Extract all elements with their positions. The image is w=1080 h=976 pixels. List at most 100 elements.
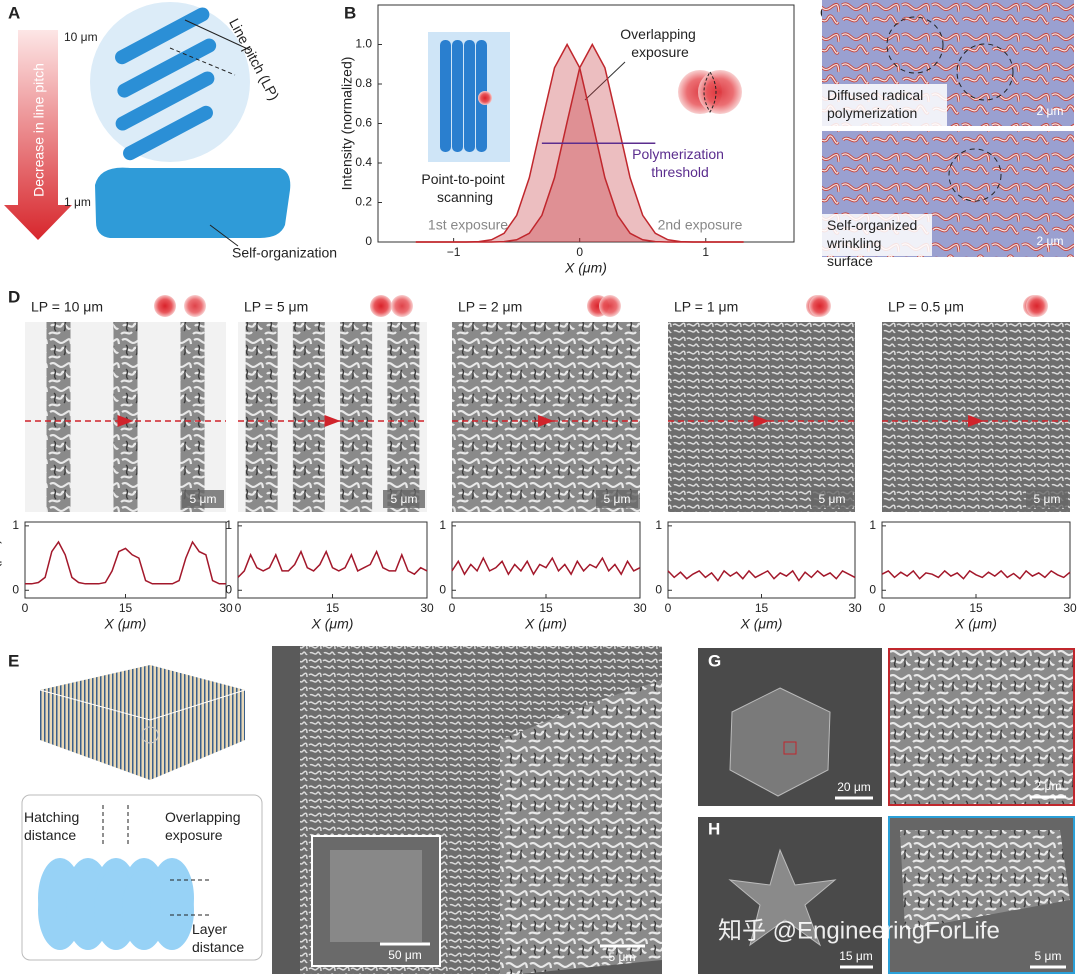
- image: [882, 322, 1070, 512]
- watermark: 知乎 @EngineeringForLife: [718, 917, 1000, 944]
- scale-bg: [182, 490, 224, 508]
- x-axis-label: X (μm): [311, 616, 354, 632]
- scale-label: 15 μm: [839, 949, 873, 963]
- label-bg: [822, 84, 947, 126]
- plot-frame: [237, 521, 428, 599]
- plot-frame: [451, 521, 641, 599]
- x-tick-label: 15: [326, 601, 340, 615]
- caption: Self-organization: [232, 245, 337, 261]
- y-axis-label: Z (μm): [0, 539, 2, 581]
- overlap-outline: [703, 71, 717, 113]
- scale-label: 5 μm: [1034, 492, 1061, 506]
- spot: [599, 295, 621, 317]
- x-tick-label: 15: [539, 601, 553, 615]
- circle: [956, 43, 1014, 101]
- y-tick-label: 0: [225, 582, 232, 596]
- scale-label: 5 μm: [1035, 949, 1062, 963]
- x-axis-label: X (μm): [564, 260, 607, 276]
- hexagon: [729, 687, 831, 797]
- panel-label: H: [708, 819, 720, 838]
- scale-label: 5 μm: [604, 492, 631, 506]
- lp-label: LP = 0.5 μm: [888, 299, 964, 315]
- scale-label: 2 μm: [1037, 104, 1064, 118]
- wrinkle-line: [46, 322, 71, 512]
- line: [25, 540, 226, 585]
- x-axis-label: X (μm): [524, 616, 567, 632]
- wrinkle-line: [292, 322, 325, 512]
- line: [451, 556, 641, 576]
- scale-label: 10 μm: [64, 30, 98, 44]
- y-tick-label: 1: [225, 518, 232, 532]
- hatching-label: Hatching distance: [24, 809, 83, 843]
- y-tick-label: 0.4: [355, 155, 372, 169]
- scale-label: 5 μm: [819, 492, 846, 506]
- inset-square: [330, 850, 422, 942]
- spot: [391, 295, 413, 317]
- arrow: [4, 30, 72, 240]
- scale-bg: [1026, 490, 1068, 508]
- plot-frame: [881, 521, 1071, 599]
- lp-label: LP = 2 μm: [458, 299, 522, 315]
- y-tick-label: 0: [869, 582, 876, 596]
- spot: [370, 295, 392, 317]
- spot: [154, 295, 176, 317]
- x-tick-label: 0: [576, 245, 583, 259]
- scale-bg: [383, 490, 425, 508]
- leader: [584, 61, 626, 101]
- panel-label: E: [8, 651, 19, 670]
- second-label: 2nd exposure: [658, 217, 743, 233]
- y-tick-label: 0.2: [355, 195, 372, 209]
- y-tick-label: 0: [365, 234, 372, 248]
- star: [728, 848, 837, 947]
- scale-label: 20 μm: [837, 780, 871, 794]
- zoom-marker: [783, 741, 797, 755]
- y-tick-label: 0: [655, 582, 662, 596]
- line: [237, 549, 428, 578]
- image-face: [500, 680, 662, 974]
- x-tick-label: 0: [22, 601, 29, 615]
- threshold-label: Polymerization threshold: [632, 146, 728, 180]
- lines: [115, 7, 217, 161]
- scan-arrow: [117, 415, 134, 427]
- y-tick-label: 1: [12, 518, 19, 532]
- lp-label: LP = 10 μm: [31, 299, 103, 315]
- x-tick-label: 30: [1063, 601, 1077, 615]
- line: [415, 42, 744, 243]
- x-tick-label: 15: [969, 601, 983, 615]
- circle: [886, 16, 944, 74]
- lp-label: LP = 1 μm: [674, 299, 738, 315]
- zoom-circle: [141, 726, 159, 744]
- image: [452, 322, 640, 512]
- scale-label: 1 μm: [64, 195, 91, 209]
- x-tick-label: 0: [879, 601, 886, 615]
- overlap-label: Overlapping exposure: [620, 26, 699, 60]
- x-tick-label: 1: [702, 245, 709, 259]
- y-tick-label: 1: [869, 518, 876, 532]
- block: [40, 665, 245, 780]
- spot: [809, 295, 831, 317]
- y-axis-label: Intensity (normalized): [339, 57, 355, 191]
- spot: [184, 295, 206, 317]
- y-tick-label: 0: [12, 582, 19, 596]
- laser-spot: [478, 91, 492, 105]
- image-row: LP = 10 μm 5 μm LP = 5 μm 5 μm LP = 2 μm 5 μm…: [25, 295, 1070, 512]
- charts: −1 0 1 0 0.2 0.4 0.6 0.8 1.0 X (μm) Intensity (nor…: [0, 4, 1077, 632]
- scan-arrow: [324, 415, 341, 427]
- spot: [698, 70, 742, 114]
- y-tick-label: 1: [655, 518, 662, 532]
- plot-frame: [667, 521, 856, 599]
- x-tick-label: 15: [755, 601, 769, 615]
- panel-label: A: [8, 3, 20, 22]
- line: [667, 569, 856, 582]
- lp-label: LP = 5 μm: [244, 299, 308, 315]
- wrinkle-line: [340, 322, 373, 512]
- layer-label: Layer distance: [192, 921, 244, 955]
- x-axis-label: X (μm): [740, 616, 783, 632]
- x-tick-label: 30: [848, 601, 862, 615]
- wrinkle-line: [387, 322, 420, 512]
- scale-label: 5 μm: [190, 492, 217, 506]
- plot-frame: [24, 521, 227, 599]
- wrinkle-line: [245, 322, 278, 512]
- y-tick-label: 0: [439, 582, 446, 596]
- arrow-label: Decrease in line pitch: [31, 63, 47, 197]
